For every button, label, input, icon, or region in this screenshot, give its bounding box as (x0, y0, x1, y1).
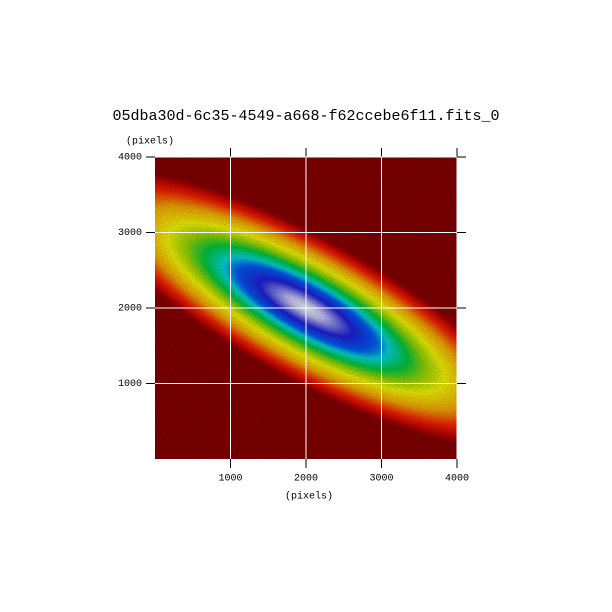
chart-title: 05dba30d-6c35-4549-a668-f62ccebe6f11.fit… (112, 108, 499, 125)
y-axis-label: (pixels) (126, 136, 174, 148)
y-tick-label: 4000 (118, 153, 142, 164)
y-tick-label: 1000 (118, 379, 142, 390)
x-tick-label: 1000 (218, 474, 242, 485)
y-tick-label: 3000 (118, 228, 142, 239)
x-tick-label: 3000 (369, 474, 393, 485)
y-tick-label: 2000 (118, 304, 142, 315)
x-tick-label: 4000 (445, 474, 469, 485)
x-axis-label: (pixels) (285, 491, 333, 503)
x-tick-label: 2000 (294, 474, 318, 485)
